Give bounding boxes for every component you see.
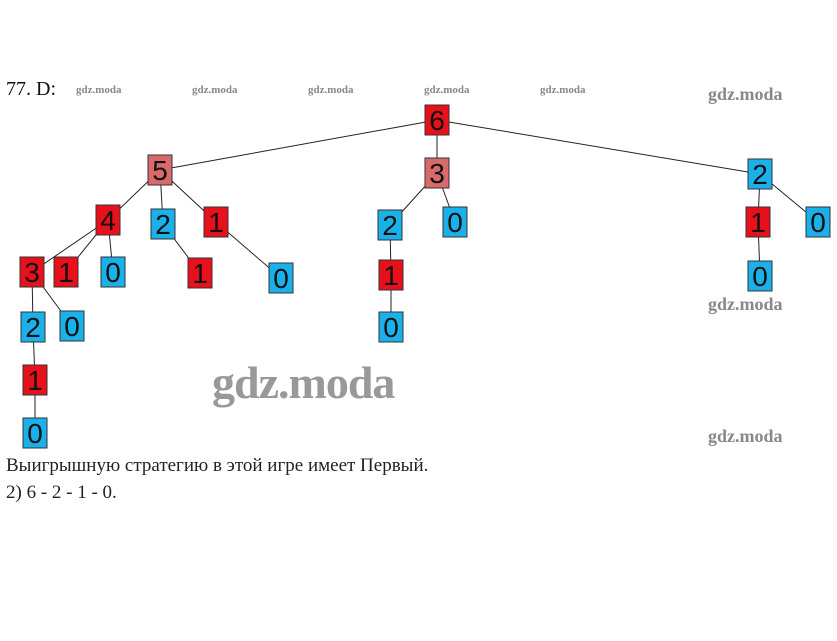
tree-node-box	[53, 256, 79, 288]
tree-node: 0	[747, 260, 773, 292]
tree-node-value: 2	[752, 159, 768, 190]
tree-node-value: 0	[447, 207, 463, 238]
tree-node-box	[19, 256, 45, 288]
tree-edge	[31, 219, 109, 273]
problem-label: 77. D:	[6, 78, 56, 100]
tree-node-value: 3	[429, 158, 445, 189]
tree-node: 0	[378, 311, 404, 343]
tree-node-box	[147, 154, 173, 186]
watermark: gdz.moda	[424, 84, 470, 96]
answer-line-2: 2) 6 - 2 - 1 - 0.	[6, 482, 117, 503]
watermark-large: gdz.moda	[212, 357, 395, 408]
tree-node: 1	[745, 206, 771, 238]
tree-node-value: 0	[105, 257, 121, 288]
tree-node: 2	[377, 209, 403, 241]
watermark: gdz.moda	[192, 84, 238, 96]
tree-node-box	[747, 260, 773, 292]
tree-node-value: 5	[152, 155, 168, 186]
tree-node-box	[95, 204, 121, 236]
tree-node-box	[805, 206, 831, 238]
tree-node: 6	[424, 104, 450, 136]
watermark: gdz.moda	[708, 84, 783, 104]
tree-node-box	[377, 209, 403, 241]
tree-node-box	[442, 206, 468, 238]
tree-node: 1	[378, 259, 404, 291]
tree-node: 5	[147, 154, 173, 186]
tree-node-value: 6	[429, 105, 445, 136]
tree-node: 0	[100, 256, 126, 288]
tree-node: 1	[53, 256, 79, 288]
tree-node-box	[378, 311, 404, 343]
tree-node: 0	[59, 310, 85, 342]
tree-node: 0	[805, 206, 831, 238]
tree-node: 0	[442, 206, 468, 238]
tree-node-value: 1	[58, 257, 74, 288]
tree-node: 1	[22, 364, 48, 396]
tree-node-value: 2	[155, 209, 171, 240]
tree-node: 2	[150, 208, 176, 240]
tree-node-box	[203, 206, 229, 238]
tree-node: 2	[20, 311, 46, 343]
tree-node-value: 0	[383, 312, 399, 343]
tree-node-value: 1	[750, 207, 766, 238]
tree-node-value: 3	[24, 257, 40, 288]
tree-node-value: 1	[192, 258, 208, 289]
tree-node-box	[20, 311, 46, 343]
tree-node-box	[747, 158, 773, 190]
watermark: gdz.moda	[76, 84, 122, 96]
tree-node-box	[150, 208, 176, 240]
tree-node-value: 4	[100, 205, 116, 236]
tree-node-value: 0	[752, 261, 768, 292]
watermark: gdz.moda	[540, 84, 586, 96]
tree-node: 3	[424, 157, 450, 189]
tree-node: 0	[22, 417, 48, 449]
tree-node-value: 1	[383, 260, 399, 291]
tree-node: 2	[747, 158, 773, 190]
tree-node: 1	[187, 257, 213, 289]
tree-node-box	[424, 104, 450, 136]
tree-node-box	[59, 310, 85, 342]
answer-line-1: Выигрышную стратегию в этой игре имеет П…	[6, 455, 429, 476]
tree-edge	[436, 119, 761, 175]
tree-node-value: 1	[27, 365, 43, 396]
tree-node-box	[22, 417, 48, 449]
tree-node: 3	[19, 256, 45, 288]
tree-node-box	[22, 364, 48, 396]
tree-node: 1	[203, 206, 229, 238]
tree-node: 0	[268, 262, 294, 294]
tree-edge	[159, 119, 438, 171]
watermark: gdz.moda	[708, 294, 783, 314]
tree-node-value: 2	[382, 210, 398, 241]
tree-node-box	[100, 256, 126, 288]
watermark: gdz.moda	[708, 426, 783, 446]
tree-node-box	[378, 259, 404, 291]
tree-node-value: 0	[27, 418, 43, 449]
tree-node-box	[424, 157, 450, 189]
tree-node-box	[745, 206, 771, 238]
tree-node: 4	[95, 204, 121, 236]
watermark: gdz.moda	[308, 84, 354, 96]
tree-node-value: 2	[25, 312, 41, 343]
tree-node-value: 0	[273, 263, 289, 294]
tree-node-value: 1	[208, 207, 224, 238]
tree-node-box	[268, 262, 294, 294]
tree-node-box	[187, 257, 213, 289]
tree-node-value: 0	[810, 207, 826, 238]
tree-node-value: 0	[64, 311, 80, 342]
